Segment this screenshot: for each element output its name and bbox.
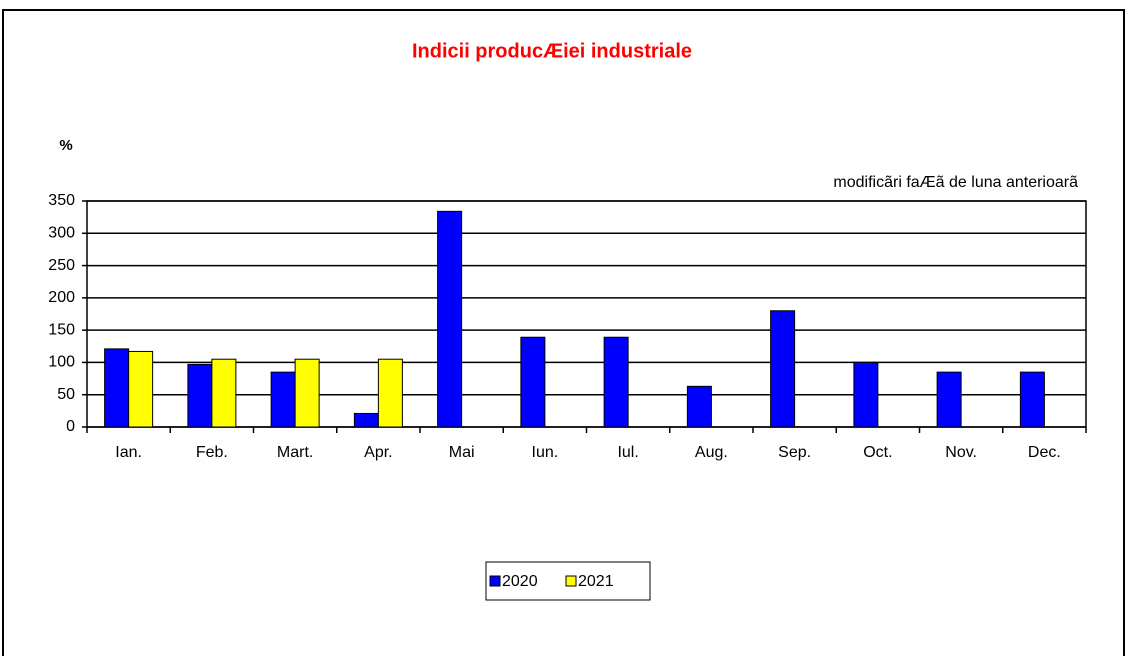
bar [211,358,237,428]
bar [520,336,546,428]
plot-area [86,200,1087,428]
y-tick-label: 150 [48,321,75,338]
chart-title: Indicii producÆiei industriale [412,40,692,62]
x-tick-label: Feb. [196,444,228,461]
bar [686,385,712,428]
bar [270,371,296,428]
y-tick-label: 100 [48,354,75,371]
y-tick-label: 50 [57,386,75,403]
bar [187,363,213,428]
x-tick-label: Nov. [945,444,977,461]
x-tick-label: Apr. [364,444,392,461]
x-tick-label: Oct. [863,444,892,461]
bar [1019,371,1045,428]
x-tick-label: Sep. [778,444,811,461]
y-tick-label: 250 [48,257,75,274]
x-tick-label: Dec. [1028,444,1061,461]
y-tick-label: 200 [48,289,75,306]
bar [128,350,154,428]
y-tick-label: 350 [48,192,75,209]
x-tick-label: Aug. [695,444,728,461]
bar [377,358,403,428]
bar [104,348,130,428]
legend-swatch [489,575,501,587]
y-axis-label: % [59,137,72,154]
x-tick-label: Mart. [277,444,313,461]
legend-swatch [565,575,577,587]
bar [603,336,629,428]
legend-label: 2020 [502,573,538,590]
bar [294,358,320,428]
bar [853,361,879,428]
bar [353,412,379,428]
bar [936,371,962,428]
bar [437,210,463,428]
x-tick-label: Ian. [115,444,142,461]
x-tick-label: Iul. [617,444,638,461]
y-tick-label: 300 [48,225,75,242]
annotation: modificãri faÆã de luna anterioarã [833,174,1078,191]
x-tick-label: Iun. [532,444,559,461]
y-tick-label: 0 [66,418,75,435]
legend-label: 2021 [578,573,614,590]
x-tick-label: Mai [449,444,475,461]
bar [770,310,796,428]
